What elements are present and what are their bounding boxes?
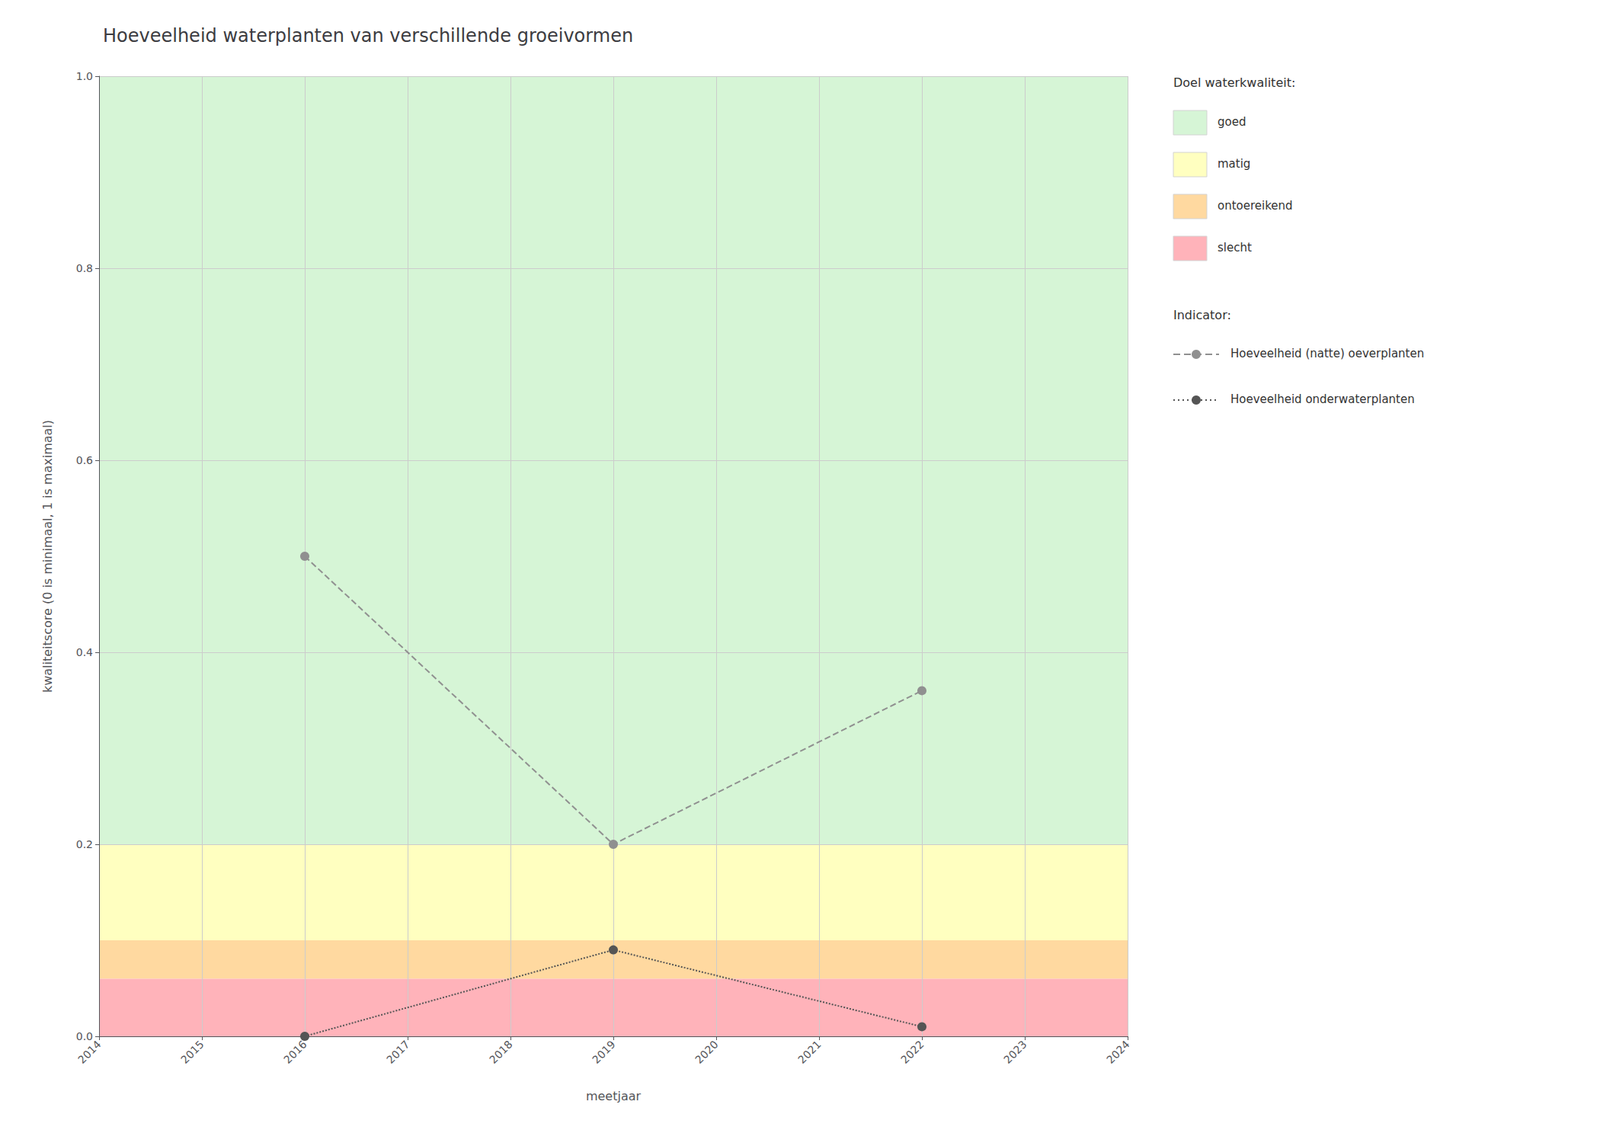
svg-text:slecht: slecht — [1217, 240, 1252, 255]
svg-text:2021: 2021 — [795, 1037, 823, 1066]
svg-text:Hoeveelheid (natte) oeverplant: Hoeveelheid (natte) oeverplanten — [1230, 346, 1424, 361]
svg-text:meetjaar: meetjaar — [585, 1088, 642, 1104]
svg-text:goed: goed — [1217, 115, 1246, 129]
svg-text:2023: 2023 — [1001, 1037, 1029, 1066]
svg-text:ontoereikend: ontoereikend — [1217, 198, 1293, 213]
svg-text:Hoeveelheid waterplanten van v: Hoeveelheid waterplanten van verschillen… — [102, 25, 634, 47]
svg-text:kwaliteitscore (0 is minimaal,: kwaliteitscore (0 is minimaal, 1 is maxi… — [40, 419, 55, 693]
svg-text:0.4: 0.4 — [76, 646, 93, 659]
svg-text:0.0: 0.0 — [76, 1030, 93, 1043]
svg-text:Hoeveelheid onderwaterplanten: Hoeveelheid onderwaterplanten — [1230, 392, 1415, 407]
svg-text:2018: 2018 — [486, 1037, 515, 1066]
svg-text:Indicator:: Indicator: — [1173, 307, 1232, 323]
svg-text:2020: 2020 — [692, 1037, 720, 1066]
svg-text:2019: 2019 — [589, 1037, 618, 1066]
svg-text:2022: 2022 — [898, 1037, 926, 1066]
svg-text:2017: 2017 — [384, 1037, 412, 1066]
svg-text:0.2: 0.2 — [76, 838, 93, 851]
svg-text:Doel waterkwaliteit:: Doel waterkwaliteit: — [1173, 75, 1296, 90]
svg-text:matig: matig — [1217, 156, 1251, 171]
svg-text:2024: 2024 — [1104, 1037, 1133, 1066]
svg-text:0.8: 0.8 — [76, 262, 93, 275]
svg-text:2015: 2015 — [178, 1037, 206, 1066]
svg-text:2016: 2016 — [281, 1037, 310, 1066]
svg-text:1.0: 1.0 — [76, 70, 93, 83]
svg-text:2014: 2014 — [75, 1037, 104, 1066]
svg-text:0.6: 0.6 — [76, 454, 93, 467]
